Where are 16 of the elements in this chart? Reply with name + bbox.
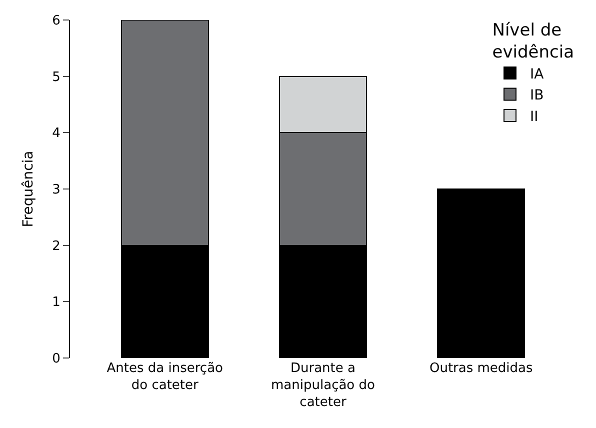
- y-tick-label: 4: [52, 126, 60, 142]
- x-tick-label: Durante a manipulação do cateter: [271, 361, 376, 410]
- x-tick-label: Outras medidas: [429, 361, 534, 376]
- legend-label: IB: [530, 88, 544, 104]
- y-tick-label: 6: [52, 14, 60, 29]
- legend-title: Nível de evidência: [492, 20, 574, 62]
- y-tick-label: 5: [52, 70, 60, 85]
- bar: [437, 188, 526, 358]
- y-tick-label: 3: [52, 182, 60, 198]
- y-axis-title: Frequência: [20, 150, 37, 228]
- legend-label: II: [530, 108, 538, 125]
- y-tick-label: 2: [52, 238, 60, 254]
- legend-label: IA: [530, 66, 544, 82]
- y-tick-label: 1: [52, 295, 60, 310]
- x-tick-label: Antes da inserção do cateter: [106, 361, 224, 393]
- y-tick-label: 0: [52, 352, 60, 367]
